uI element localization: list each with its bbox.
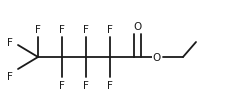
Text: O: O: [133, 22, 142, 32]
Text: O: O: [152, 53, 161, 62]
Text: F: F: [7, 38, 13, 48]
Text: F: F: [83, 25, 89, 35]
Text: F: F: [107, 25, 112, 35]
Text: F: F: [107, 80, 112, 90]
Text: F: F: [7, 71, 13, 81]
Text: F: F: [35, 25, 41, 35]
Text: F: F: [59, 80, 65, 90]
Text: F: F: [83, 80, 89, 90]
Text: F: F: [59, 25, 65, 35]
